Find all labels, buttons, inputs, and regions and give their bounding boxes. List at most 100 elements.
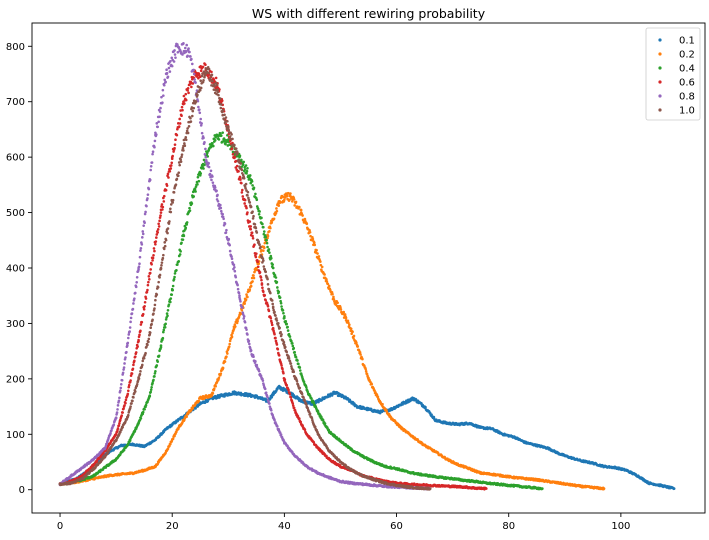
data-point bbox=[103, 449, 107, 453]
data-point bbox=[124, 401, 127, 405]
data-point bbox=[346, 319, 350, 323]
data-point bbox=[250, 231, 254, 234]
data-point bbox=[285, 194, 289, 198]
data-point bbox=[298, 205, 301, 209]
data-point bbox=[169, 300, 172, 304]
data-point bbox=[308, 228, 311, 232]
data-point bbox=[557, 452, 561, 455]
data-point bbox=[339, 306, 342, 309]
data-point bbox=[333, 391, 337, 395]
data-point bbox=[243, 198, 247, 202]
data-point bbox=[274, 339, 278, 343]
data-point bbox=[105, 442, 109, 446]
data-point bbox=[245, 169, 249, 173]
data-point bbox=[179, 250, 182, 253]
data-point bbox=[269, 226, 272, 230]
data-point bbox=[164, 322, 167, 326]
data-point bbox=[233, 269, 237, 273]
data-point bbox=[580, 459, 583, 463]
data-point bbox=[291, 404, 295, 407]
data-point bbox=[355, 405, 359, 408]
data-point bbox=[167, 303, 171, 306]
data-point bbox=[298, 417, 301, 420]
data-point bbox=[310, 397, 313, 400]
data-point bbox=[151, 150, 155, 154]
data-point bbox=[428, 483, 432, 487]
data-point bbox=[173, 146, 176, 150]
data-point bbox=[159, 211, 163, 214]
data-point bbox=[187, 47, 190, 50]
data-point bbox=[211, 392, 215, 395]
data-point bbox=[201, 65, 205, 69]
data-point bbox=[117, 424, 121, 427]
data-point bbox=[152, 253, 155, 257]
data-point bbox=[269, 254, 273, 258]
data-point bbox=[288, 198, 291, 202]
data-point bbox=[153, 372, 157, 375]
data-point bbox=[227, 345, 231, 348]
data-point bbox=[144, 403, 148, 407]
data-point bbox=[275, 280, 279, 284]
data-point bbox=[336, 301, 339, 305]
data-point bbox=[126, 341, 130, 345]
data-point bbox=[263, 293, 267, 297]
data-point bbox=[159, 344, 163, 347]
data-point bbox=[484, 481, 488, 485]
data-point bbox=[166, 75, 170, 79]
data-point bbox=[299, 208, 303, 212]
data-point bbox=[225, 228, 228, 232]
data-point bbox=[274, 212, 278, 215]
data-point bbox=[109, 432, 112, 435]
data-point bbox=[143, 221, 146, 224]
data-point bbox=[298, 369, 302, 372]
data-point bbox=[445, 421, 449, 425]
data-point bbox=[262, 290, 265, 294]
data-point bbox=[164, 318, 168, 321]
data-point bbox=[320, 265, 324, 269]
data-point bbox=[188, 206, 191, 210]
data-point bbox=[270, 395, 274, 399]
data-point bbox=[283, 316, 286, 320]
data-point bbox=[202, 136, 205, 140]
data-point bbox=[303, 428, 307, 432]
data-point bbox=[119, 386, 123, 390]
data-point bbox=[170, 155, 174, 159]
data-point bbox=[166, 447, 170, 451]
data-point bbox=[146, 283, 150, 287]
data-point bbox=[261, 286, 264, 290]
data-point bbox=[170, 64, 174, 68]
data-point bbox=[308, 230, 312, 234]
data-point bbox=[184, 50, 188, 53]
data-point bbox=[288, 335, 292, 338]
data-point bbox=[184, 98, 188, 102]
data-point bbox=[569, 456, 572, 459]
data-point bbox=[145, 204, 148, 208]
data-point bbox=[339, 308, 343, 311]
data-point bbox=[126, 389, 130, 393]
data-point bbox=[417, 472, 421, 476]
data-point bbox=[296, 359, 299, 362]
data-point bbox=[174, 56, 177, 59]
data-point bbox=[285, 322, 289, 326]
data-point bbox=[322, 272, 325, 275]
data-point bbox=[191, 82, 195, 85]
data-point bbox=[238, 178, 241, 181]
data-point bbox=[434, 450, 438, 454]
data-point bbox=[251, 184, 254, 187]
data-point bbox=[176, 51, 180, 54]
data-point bbox=[169, 59, 172, 63]
data-point bbox=[212, 144, 215, 148]
data-point bbox=[350, 448, 353, 452]
data-point bbox=[192, 195, 196, 198]
data-point bbox=[212, 387, 216, 391]
data-point bbox=[199, 117, 203, 121]
data-point bbox=[271, 327, 275, 331]
data-point bbox=[241, 188, 244, 192]
data-point bbox=[217, 376, 221, 380]
data-point bbox=[182, 42, 185, 45]
data-point bbox=[129, 316, 133, 320]
data-point bbox=[302, 380, 306, 384]
data-point bbox=[151, 259, 154, 262]
data-point bbox=[262, 246, 266, 250]
